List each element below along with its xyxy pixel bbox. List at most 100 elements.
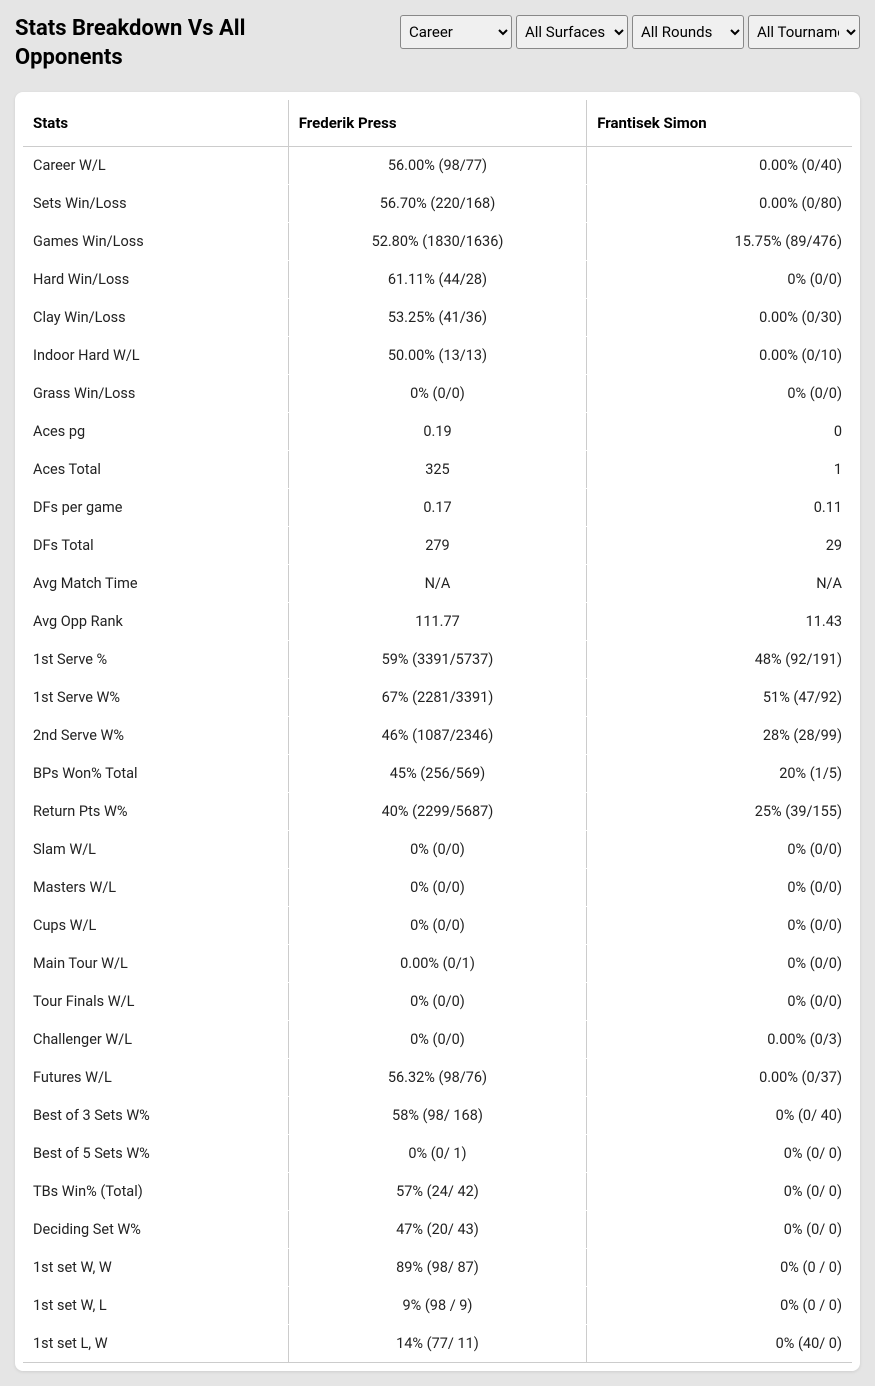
stat-label: Best of 3 Sets W% bbox=[23, 1097, 288, 1135]
stat-player1-value: 14% (77/ 11) bbox=[288, 1325, 586, 1363]
stat-player2-value: 0% (0/ 40) bbox=[587, 1097, 852, 1135]
table-row: 1st set W, W89% (98/ 87)0% (0 / 0) bbox=[23, 1249, 852, 1287]
stat-player2-value: 0.11 bbox=[587, 489, 852, 527]
stat-player1-value: 0% (0/0) bbox=[288, 831, 586, 869]
stat-player1-value: 45% (256/569) bbox=[288, 755, 586, 793]
table-row: Slam W/L0% (0/0)0% (0/0) bbox=[23, 831, 852, 869]
stat-label: Aces Total bbox=[23, 451, 288, 489]
filter-tournament[interactable]: All Tournaments bbox=[748, 15, 860, 49]
table-row: Deciding Set W%47% (20/ 43)0% (0/ 0) bbox=[23, 1211, 852, 1249]
table-row: 2nd Serve W%46% (1087/2346)28% (28/99) bbox=[23, 717, 852, 755]
table-row: Return Pts W%40% (2299/5687)25% (39/155) bbox=[23, 793, 852, 831]
stat-player2-value: 0% (0/ 0) bbox=[587, 1135, 852, 1173]
table-row: Clay Win/Loss53.25% (41/36)0.00% (0/30) bbox=[23, 299, 852, 337]
stat-player1-value: 0.19 bbox=[288, 413, 586, 451]
stat-label: 1st set W, W bbox=[23, 1249, 288, 1287]
stat-player2-value: 0.00% (0/30) bbox=[587, 299, 852, 337]
stat-player2-value: 0.00% (0/3) bbox=[587, 1021, 852, 1059]
table-row: Grass Win/Loss0% (0/0)0% (0/0) bbox=[23, 375, 852, 413]
stat-player1-value: 325 bbox=[288, 451, 586, 489]
stat-label: 1st Serve % bbox=[23, 641, 288, 679]
stat-player2-value: 0% (0 / 0) bbox=[587, 1287, 852, 1325]
table-row: 1st set L, W14% (77/ 11)0% (40/ 0) bbox=[23, 1325, 852, 1363]
stat-player1-value: 40% (2299/5687) bbox=[288, 793, 586, 831]
stat-player2-value: 0.00% (0/37) bbox=[587, 1059, 852, 1097]
stat-label: Aces pg bbox=[23, 413, 288, 451]
stat-label: Challenger W/L bbox=[23, 1021, 288, 1059]
stat-player1-value: 0% (0/0) bbox=[288, 1021, 586, 1059]
filter-round[interactable]: All Rounds bbox=[632, 15, 744, 49]
stat-label: Avg Opp Rank bbox=[23, 603, 288, 641]
stat-player1-value: 61.11% (44/28) bbox=[288, 261, 586, 299]
stat-player1-value: 0.00% (0/1) bbox=[288, 945, 586, 983]
table-header-row: Stats Frederik Press Frantisek Simon bbox=[23, 100, 852, 147]
stat-player1-value: 53.25% (41/36) bbox=[288, 299, 586, 337]
stats-table-container: Stats Frederik Press Frantisek Simon Car… bbox=[15, 92, 860, 1371]
stat-player1-value: 50.00% (13/13) bbox=[288, 337, 586, 375]
stat-player1-value: 0% (0/ 1) bbox=[288, 1135, 586, 1173]
stat-label: Return Pts W% bbox=[23, 793, 288, 831]
stat-label: DFs per game bbox=[23, 489, 288, 527]
table-row: 1st set W, L9% (98 / 9)0% (0 / 0) bbox=[23, 1287, 852, 1325]
stat-player1-value: 9% (98 / 9) bbox=[288, 1287, 586, 1325]
stat-player2-value: 0% (0/0) bbox=[587, 907, 852, 945]
stat-player2-value: 0% (0/0) bbox=[587, 831, 852, 869]
stat-player1-value: 0% (0/0) bbox=[288, 869, 586, 907]
stat-player2-value: 0% (0/ 0) bbox=[587, 1211, 852, 1249]
stat-label: Best of 5 Sets W% bbox=[23, 1135, 288, 1173]
stat-player2-value: N/A bbox=[587, 565, 852, 603]
stat-label: Avg Match Time bbox=[23, 565, 288, 603]
table-row: Aces pg0.190 bbox=[23, 413, 852, 451]
table-row: 1st Serve %59% (3391/5737)48% (92/191) bbox=[23, 641, 852, 679]
stat-player1-value: 279 bbox=[288, 527, 586, 565]
stat-player1-value: N/A bbox=[288, 565, 586, 603]
table-row: Games Win/Loss52.80% (1830/1636)15.75% (… bbox=[23, 223, 852, 261]
stat-label: 1st set W, L bbox=[23, 1287, 288, 1325]
stat-player1-value: 0% (0/0) bbox=[288, 983, 586, 1021]
table-row: 1st Serve W%67% (2281/3391)51% (47/92) bbox=[23, 679, 852, 717]
stat-player2-value: 0% (0/ 0) bbox=[587, 1173, 852, 1211]
table-row: TBs Win% (Total)57% (24/ 42)0% (0/ 0) bbox=[23, 1173, 852, 1211]
stat-label: BPs Won% Total bbox=[23, 755, 288, 793]
stat-player2-value: 0% (0/0) bbox=[587, 945, 852, 983]
table-row: Avg Opp Rank111.7711.43 bbox=[23, 603, 852, 641]
table-row: Aces Total3251 bbox=[23, 451, 852, 489]
stat-player2-value: 0.00% (0/10) bbox=[587, 337, 852, 375]
stat-player2-value: 0% (0/0) bbox=[587, 375, 852, 413]
stat-player2-value: 0 bbox=[587, 413, 852, 451]
table-row: DFs per game0.170.11 bbox=[23, 489, 852, 527]
table-row: Main Tour W/L0.00% (0/1)0% (0/0) bbox=[23, 945, 852, 983]
stat-label: Games Win/Loss bbox=[23, 223, 288, 261]
stat-label: Deciding Set W% bbox=[23, 1211, 288, 1249]
stat-player2-value: 0.00% (0/40) bbox=[587, 147, 852, 185]
stat-player2-value: 0% (40/ 0) bbox=[587, 1325, 852, 1363]
table-row: DFs Total27929 bbox=[23, 527, 852, 565]
table-row: Best of 3 Sets W%58% (98/ 168)0% (0/ 40) bbox=[23, 1097, 852, 1135]
stat-player1-value: 52.80% (1830/1636) bbox=[288, 223, 586, 261]
table-row: Career W/L56.00% (98/77)0.00% (0/40) bbox=[23, 147, 852, 185]
col-header-player2: Frantisek Simon bbox=[587, 100, 852, 147]
stat-player2-value: 0% (0/0) bbox=[587, 869, 852, 907]
stat-player1-value: 56.70% (220/168) bbox=[288, 185, 586, 223]
stat-player2-value: 0% (0/0) bbox=[587, 983, 852, 1021]
table-row: Challenger W/L0% (0/0)0.00% (0/3) bbox=[23, 1021, 852, 1059]
stat-player1-value: 56.00% (98/77) bbox=[288, 147, 586, 185]
stat-label: Slam W/L bbox=[23, 831, 288, 869]
stat-label: Tour Finals W/L bbox=[23, 983, 288, 1021]
table-row: Futures W/L56.32% (98/76)0.00% (0/37) bbox=[23, 1059, 852, 1097]
stat-player2-value: 0.00% (0/80) bbox=[587, 185, 852, 223]
stat-label: Career W/L bbox=[23, 147, 288, 185]
filter-period[interactable]: Career bbox=[400, 15, 512, 49]
stat-label: Cups W/L bbox=[23, 907, 288, 945]
stat-label: 1st Serve W% bbox=[23, 679, 288, 717]
stat-player1-value: 47% (20/ 43) bbox=[288, 1211, 586, 1249]
filter-surface[interactable]: All Surfaces bbox=[516, 15, 628, 49]
stat-player1-value: 67% (2281/3391) bbox=[288, 679, 586, 717]
stat-label: DFs Total bbox=[23, 527, 288, 565]
col-header-stats: Stats bbox=[23, 100, 288, 147]
stat-player1-value: 89% (98/ 87) bbox=[288, 1249, 586, 1287]
table-row: Masters W/L0% (0/0)0% (0/0) bbox=[23, 869, 852, 907]
stat-player1-value: 111.77 bbox=[288, 603, 586, 641]
stat-player1-value: 0.17 bbox=[288, 489, 586, 527]
stat-player2-value: 20% (1/5) bbox=[587, 755, 852, 793]
